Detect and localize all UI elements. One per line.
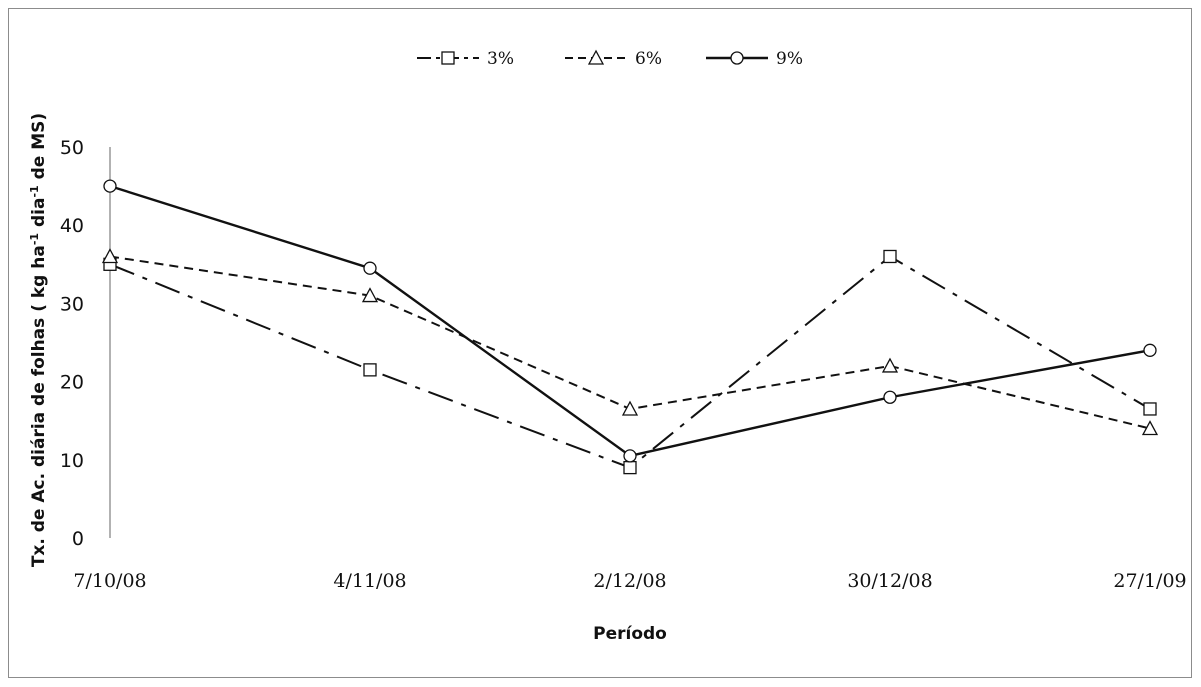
series-3% <box>103 249 1157 475</box>
y-tick-label: 10 <box>60 450 84 472</box>
series-line <box>109 255 1151 469</box>
y-tick-label: 40 <box>60 215 84 237</box>
y-tick-label: 20 <box>60 372 84 394</box>
legend-label: 6% <box>635 49 662 69</box>
data-point <box>101 248 119 264</box>
data-point <box>881 357 899 373</box>
series-layer <box>101 179 1159 475</box>
y-tick-label: 30 <box>60 293 84 315</box>
data-point <box>363 363 377 377</box>
x-axis-title: Período <box>593 624 667 644</box>
legend-marker <box>441 51 455 65</box>
y-axis: 0 10 20 30 40 50 <box>60 137 84 550</box>
data-point <box>623 449 637 463</box>
x-tick-label: 30/12/08 <box>847 570 932 592</box>
data-point <box>1143 343 1157 357</box>
data-point <box>363 261 377 275</box>
legend-marker <box>587 49 605 65</box>
data-point <box>621 400 639 416</box>
series-6% <box>101 248 1159 436</box>
legend-item: 9% <box>706 49 803 69</box>
legend-item: 6% <box>565 49 662 69</box>
data-point <box>1141 420 1159 436</box>
y-tick-label: 0 <box>72 528 84 550</box>
data-point <box>623 460 637 475</box>
x-tick-label: 7/10/08 <box>73 570 146 592</box>
legend-marker <box>730 51 744 65</box>
data-point <box>883 249 897 264</box>
legend-label: 9% <box>776 49 803 69</box>
x-tick-label: 4/11/08 <box>333 570 406 592</box>
x-tick-label: 27/1/09 <box>1113 570 1186 592</box>
data-point <box>103 179 117 193</box>
legend: 3% 6% 9% <box>417 49 803 69</box>
data-point <box>361 287 379 303</box>
series-9% <box>103 179 1157 463</box>
legend-label: 3% <box>487 49 514 69</box>
data-point <box>883 390 897 404</box>
x-tick-label: 2/12/08 <box>593 570 666 592</box>
legend-item: 3% <box>417 49 514 69</box>
data-point <box>1143 402 1157 416</box>
y-axis-title: Tx. de Ac. diária de folhas ( kg ha-1 di… <box>28 113 50 567</box>
x-axis: 7/10/08 4/11/08 2/12/08 30/12/08 27/1/09 <box>73 570 1186 592</box>
y-tick-label: 50 <box>60 137 84 159</box>
chart-frame <box>8 8 1192 678</box>
